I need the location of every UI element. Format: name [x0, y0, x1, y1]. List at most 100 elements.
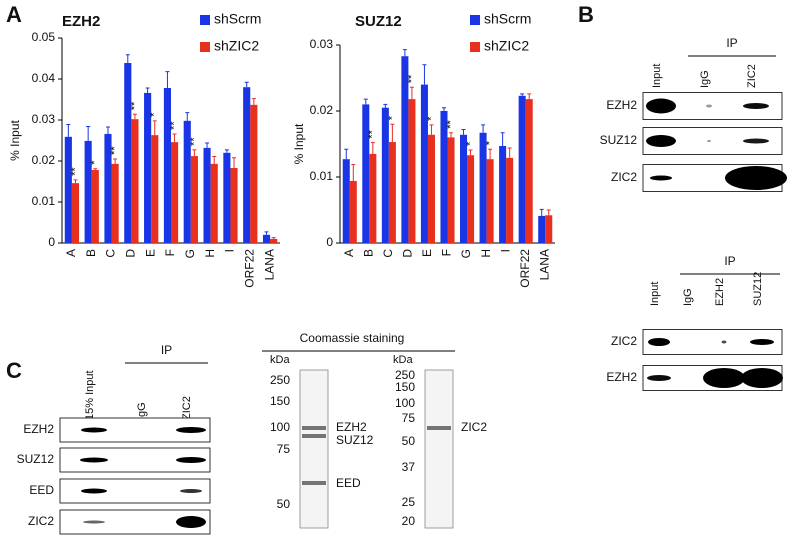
significance-label: * — [149, 112, 161, 117]
bar — [467, 155, 475, 243]
error-bar — [409, 86, 414, 100]
bar — [486, 159, 494, 243]
error-bar — [185, 112, 190, 121]
legend-label: shZIC2 — [214, 38, 259, 54]
bar — [203, 147, 211, 243]
error-bar — [481, 124, 486, 133]
blot-band — [650, 175, 672, 181]
bar — [342, 159, 350, 243]
blot-band — [176, 457, 206, 463]
lane-label: EZH2 — [714, 278, 726, 306]
legend-swatch — [470, 15, 480, 25]
bar — [349, 180, 357, 243]
error-bar — [370, 142, 375, 154]
significance-label: ** — [69, 167, 81, 176]
legend-label: shScrm — [214, 11, 261, 27]
bar — [124, 63, 132, 244]
bar — [538, 215, 546, 243]
lane-label: SUZ12 — [752, 272, 764, 306]
blot-band — [703, 368, 745, 388]
marker-label: 50 — [277, 497, 291, 511]
gel-lane — [424, 369, 454, 529]
blot-band — [750, 339, 774, 345]
error-bar — [125, 54, 130, 64]
significance-label: * — [386, 115, 398, 120]
x-tick-label: LANA — [537, 249, 551, 280]
marker-label: 250 — [270, 373, 290, 387]
blot-band — [81, 488, 107, 494]
x-tick-label: G — [183, 249, 197, 258]
significance-label: ** — [129, 101, 141, 110]
bar — [183, 120, 191, 243]
y-tick-label: 0.04 — [32, 71, 56, 85]
row-label: ZIC2 — [611, 170, 637, 184]
error-bar — [232, 157, 237, 168]
x-tick-label: F — [440, 249, 454, 256]
bar — [151, 135, 159, 243]
blot-band — [646, 135, 676, 147]
marker-label: 100 — [270, 420, 290, 434]
y-tick-label: 0 — [48, 235, 55, 249]
error-bar — [152, 120, 157, 136]
marker-label: 250 — [395, 368, 415, 382]
bar — [131, 119, 139, 243]
significance-label: ** — [188, 137, 200, 146]
blot-band — [81, 427, 107, 433]
y-tick-label: 0.03 — [32, 112, 56, 126]
error-bar — [271, 237, 276, 239]
panel-label: A — [6, 2, 22, 27]
ip-header: IP — [724, 254, 735, 268]
bar — [369, 153, 377, 243]
y-tick-label: 0.01 — [32, 194, 56, 208]
band-label: ZIC2 — [461, 420, 487, 434]
row-label: ZIC2 — [28, 514, 54, 528]
error-bar — [165, 71, 170, 89]
marker-label: 100 — [395, 396, 415, 410]
error-bar — [500, 132, 505, 146]
x-tick-label: B — [361, 249, 375, 257]
bar — [518, 95, 526, 243]
bar — [104, 133, 112, 243]
bar — [420, 84, 428, 243]
blot-band — [707, 140, 711, 142]
lane-label: IgG — [699, 70, 711, 88]
band-label: EZH2 — [336, 420, 367, 434]
y-tick-label: 0.03 — [310, 37, 334, 51]
marker-label: 50 — [402, 434, 416, 448]
error-bar — [461, 128, 466, 135]
legend-label: shZIC2 — [484, 38, 529, 54]
x-tick-label: E — [143, 249, 157, 257]
significance-label: * — [464, 141, 476, 146]
bar — [447, 137, 455, 243]
bar — [401, 56, 409, 243]
x-tick-label: A — [64, 249, 78, 257]
bar — [499, 145, 507, 243]
significance-label: ** — [367, 129, 379, 138]
error-bar — [527, 93, 532, 100]
kda-label: kDa — [393, 354, 413, 366]
error-bar — [468, 149, 473, 156]
error-bar — [224, 149, 229, 153]
bar — [440, 111, 448, 243]
row-label: ZIC2 — [611, 334, 637, 348]
error-bar — [390, 123, 395, 143]
marker-label: 20 — [402, 514, 416, 528]
legend-label: shScrm — [484, 11, 531, 27]
significance-label: ** — [406, 74, 418, 83]
blot-band — [83, 520, 105, 524]
band-label: SUZ12 — [336, 433, 374, 447]
error-bar — [264, 231, 269, 235]
error-bar — [507, 147, 512, 158]
error-bar — [244, 81, 249, 88]
bar — [223, 152, 231, 243]
marker-label: 150 — [270, 394, 290, 408]
blot-band — [176, 516, 206, 528]
blot-band — [743, 103, 769, 109]
error-bar — [113, 158, 118, 164]
error-bar — [422, 64, 427, 85]
bar — [525, 99, 533, 244]
lane-label: Input — [649, 282, 661, 306]
error-bar — [205, 142, 210, 148]
error-bar — [546, 209, 551, 216]
gel-lane — [299, 369, 329, 529]
